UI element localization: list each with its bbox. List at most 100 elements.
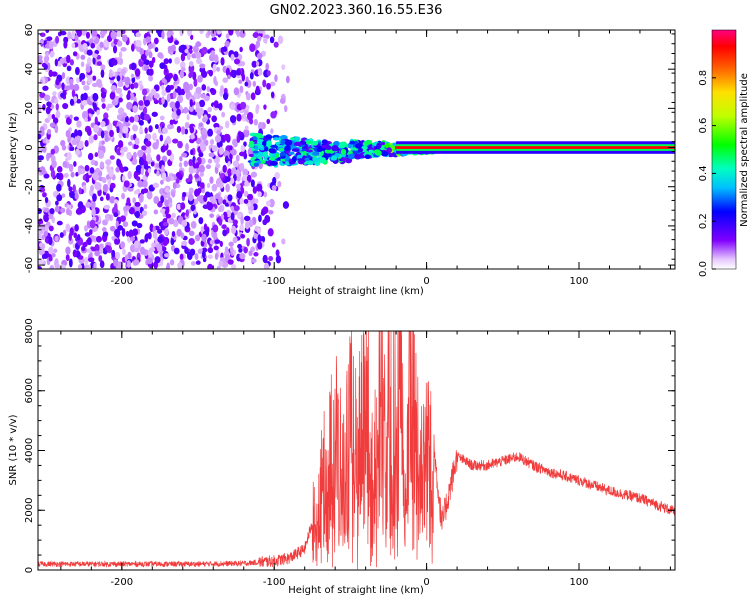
heatmap-cell — [130, 62, 137, 71]
heatmap-cell — [168, 217, 175, 225]
heatmap-cell — [263, 37, 268, 44]
heatmap-cell — [206, 113, 211, 119]
heatmap-cell — [100, 69, 105, 78]
heatmap-cell — [66, 65, 72, 72]
heatmap-cell — [208, 152, 215, 158]
heatmap-cell — [42, 85, 49, 91]
heatmap-cell — [256, 52, 263, 60]
heatmap-cell — [347, 153, 356, 160]
heatmap-cell — [199, 182, 205, 189]
heatmap-cell — [218, 146, 224, 155]
heatmap-cell — [188, 83, 194, 91]
heatmap-cell — [198, 164, 205, 173]
heatmap-cell — [77, 201, 84, 210]
heatmap-cell — [253, 252, 259, 257]
colorbar-tick-label: 0.4 — [698, 165, 709, 181]
heatmap-cell — [257, 234, 262, 243]
heatmap-cell — [374, 150, 382, 156]
heatmap-cell — [95, 182, 102, 191]
heatmap-cell — [254, 198, 259, 204]
heatmap-cell — [268, 209, 274, 215]
heatmap-cell — [252, 32, 259, 39]
heatmap-cell — [69, 146, 75, 151]
heatmap-cell — [197, 180, 201, 187]
heatmap-cell — [238, 248, 243, 253]
heatmap-cell — [204, 95, 210, 102]
heatmap-cell — [44, 196, 49, 204]
heatmap-cell — [62, 161, 68, 168]
heatmap-cell — [72, 138, 78, 146]
heatmap-cell — [100, 32, 105, 39]
heatmap-cell — [117, 140, 124, 149]
heatmap-cell — [173, 247, 180, 255]
colorbar-frame — [711, 29, 737, 270]
heatmap-cell — [65, 85, 71, 91]
heatmap-cell — [251, 60, 258, 68]
heatmap-cell — [188, 238, 195, 245]
heatmap-cell — [255, 85, 260, 94]
heatmap-cell — [89, 167, 95, 174]
y-axis-label: SNR (10 * v/v) — [8, 414, 19, 485]
heatmap-cell — [354, 143, 363, 149]
heatmap-cell — [82, 110, 89, 120]
heatmap-cell — [192, 45, 199, 54]
heatmap-cell — [185, 209, 189, 217]
heatmap-cell — [218, 196, 223, 205]
heatmap-cell — [124, 205, 131, 211]
heatmap-cell — [186, 30, 193, 37]
heatmap-cell — [195, 101, 200, 110]
heatmap-cell — [209, 213, 215, 218]
heatmap-cell — [87, 257, 95, 263]
colorbar-gradient — [712, 30, 736, 269]
heatmap-cell — [260, 159, 266, 165]
heatmap-cell — [119, 149, 125, 154]
heatmap-cell — [109, 92, 116, 100]
heatmap-cell — [39, 187, 46, 193]
heatmap-cell — [154, 123, 159, 130]
heatmap-cell — [146, 146, 152, 155]
heatmap-cell — [117, 40, 123, 47]
heatmap-cell — [107, 178, 111, 186]
heatmap-cell — [136, 222, 143, 229]
heatmap-cell — [161, 164, 165, 172]
heatmap-cell — [80, 61, 85, 68]
x-tick-label: -100 — [263, 577, 286, 588]
heatmap-cell — [186, 114, 190, 121]
heatmap-cell — [74, 35, 79, 41]
heatmap-cell — [63, 40, 68, 49]
heatmap-cell — [231, 167, 237, 176]
heatmap-cell — [166, 30, 172, 38]
heatmap-cell — [147, 43, 154, 50]
heatmap-cell — [266, 135, 271, 140]
heatmap-cell — [138, 80, 143, 86]
heatmap-cell — [224, 246, 229, 253]
heatmap-cell — [72, 249, 78, 258]
heatmap-cell — [216, 265, 221, 269]
heatmap-cell — [257, 30, 264, 34]
heatmap-cell — [129, 236, 136, 242]
heatmap-cell — [153, 93, 160, 99]
heatmap-cell — [65, 223, 71, 232]
heatmap-cell — [293, 136, 301, 142]
heatmap-cell — [381, 151, 389, 157]
heatmap-cell — [297, 160, 305, 165]
heatmap-cell — [195, 137, 202, 145]
heatmap-cell — [257, 227, 262, 234]
heatmap-cell — [47, 113, 52, 121]
heatmap-cell — [43, 254, 48, 259]
heatmap-cell — [206, 85, 211, 93]
heatmap-cell — [88, 135, 95, 144]
heatmap-cell — [42, 145, 47, 153]
heatmap-cell — [108, 168, 114, 178]
heatmap-cell — [239, 46, 243, 53]
heatmap-cell — [167, 123, 173, 130]
heatmap-cell — [217, 177, 222, 185]
heatmap-cell — [294, 141, 302, 147]
heatmap-cell — [242, 168, 249, 177]
heatmap-cell — [225, 67, 230, 77]
heatmap-cell — [93, 124, 100, 134]
heatmap-cell — [51, 113, 56, 120]
heatmap-cell — [139, 246, 146, 255]
heatmap-cell — [245, 76, 249, 84]
heatmap-cell — [174, 84, 178, 89]
